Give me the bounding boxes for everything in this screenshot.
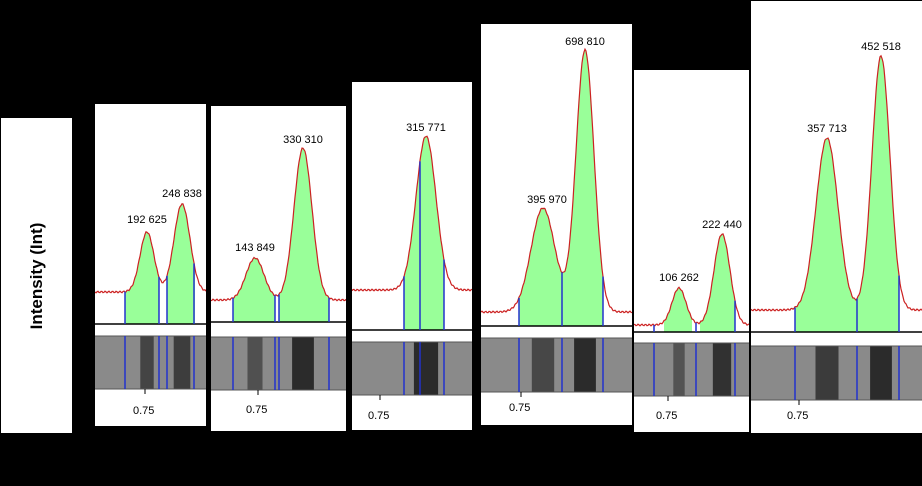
densitogram-lane-4: 0.75 395 970 698 810 — [481, 24, 632, 425]
densitogram-lane-1: 0.75 192 625 248 838 — [95, 104, 206, 426]
gel-band-5-2 — [712, 343, 732, 396]
lane-plot-6 — [751, 54, 922, 405]
peak-area-1-2 — [167, 204, 195, 324]
peak-value-label: 143 849 — [235, 242, 275, 254]
peak-area-6-1 — [795, 138, 857, 332]
peak-area-4-2 — [562, 49, 603, 327]
tick-label: 0.75 — [368, 410, 390, 422]
tick-label: 0.75 — [787, 410, 809, 422]
peak-area-2-1 — [233, 258, 275, 322]
peak-value-label: 395 970 — [527, 194, 567, 206]
peak-area-3-1 — [404, 136, 444, 330]
gel-band-4-2 — [574, 338, 596, 392]
peak-value-label: 192 625 — [127, 214, 167, 226]
gel-strip-3 — [352, 342, 472, 395]
peak-area-5-2 — [700, 234, 735, 332]
peak-value-label: 357 713 — [807, 123, 847, 135]
gel-band-2-2 — [292, 337, 314, 390]
peak-value-label: 698 810 — [565, 36, 605, 48]
peak-value-label: 222 440 — [702, 219, 742, 231]
peak-value-label: 330 310 — [283, 134, 323, 146]
peak-value-label: 248 838 — [162, 188, 202, 200]
gel-band-1-1 — [140, 336, 154, 389]
lane-plot-1 — [95, 203, 206, 394]
gel-strip-4 — [481, 338, 632, 392]
intensity-curve-4 — [481, 47, 632, 314]
intensity-curve-6 — [751, 54, 922, 312]
densitogram-lane-2: 0.75 143 849 330 310 — [211, 106, 346, 431]
densitogram-lane-5: 0.75 106 262 222 440 — [634, 70, 749, 432]
gel-band-5-1 — [673, 343, 685, 396]
intensity-curve-3 — [352, 135, 472, 292]
peak-value-label: 315 771 — [406, 122, 446, 134]
gel-band-1-2 — [173, 336, 191, 389]
peak-value-label: 106 262 — [659, 272, 699, 284]
peak-area-5-1 — [664, 288, 692, 332]
densitogram-lane-3: 0.75 315 771 — [352, 82, 472, 430]
y-axis-label: Intensity (Int) — [27, 222, 46, 330]
peak-area-2-2 — [279, 148, 329, 322]
intensity-curve-1 — [95, 203, 206, 294]
gel-band-6-2 — [870, 346, 892, 400]
tick-label: 0.75 — [133, 405, 155, 417]
intensity-curve-5 — [634, 233, 749, 327]
gel-band-2-1 — [247, 337, 263, 390]
peak-area-4-1 — [519, 208, 562, 326]
lane-plot-3 — [352, 135, 472, 400]
tick-label: 0.75 — [656, 410, 678, 422]
gel-band-4-1 — [531, 338, 555, 392]
gel-band-3-1 — [413, 342, 439, 395]
tick-label: 0.75 — [246, 404, 268, 416]
gel-strip-5 — [634, 343, 749, 396]
lane-plot-2 — [211, 147, 346, 395]
peak-value-label: 452 518 — [861, 41, 901, 53]
peak-area-6-2 — [857, 56, 899, 332]
peak-area-1-1 — [125, 232, 159, 324]
gel-band-6-1 — [815, 346, 839, 400]
densitogram-lane-6: 0.75 357 713 452 518 — [751, 1, 922, 433]
intensity-curve-2 — [211, 147, 346, 302]
lane-plot-4 — [481, 47, 632, 397]
y-axis-label-box: Intensity (Int) — [1, 118, 72, 433]
tick-label: 0.75 — [509, 402, 531, 414]
lane-plot-5 — [634, 233, 749, 401]
